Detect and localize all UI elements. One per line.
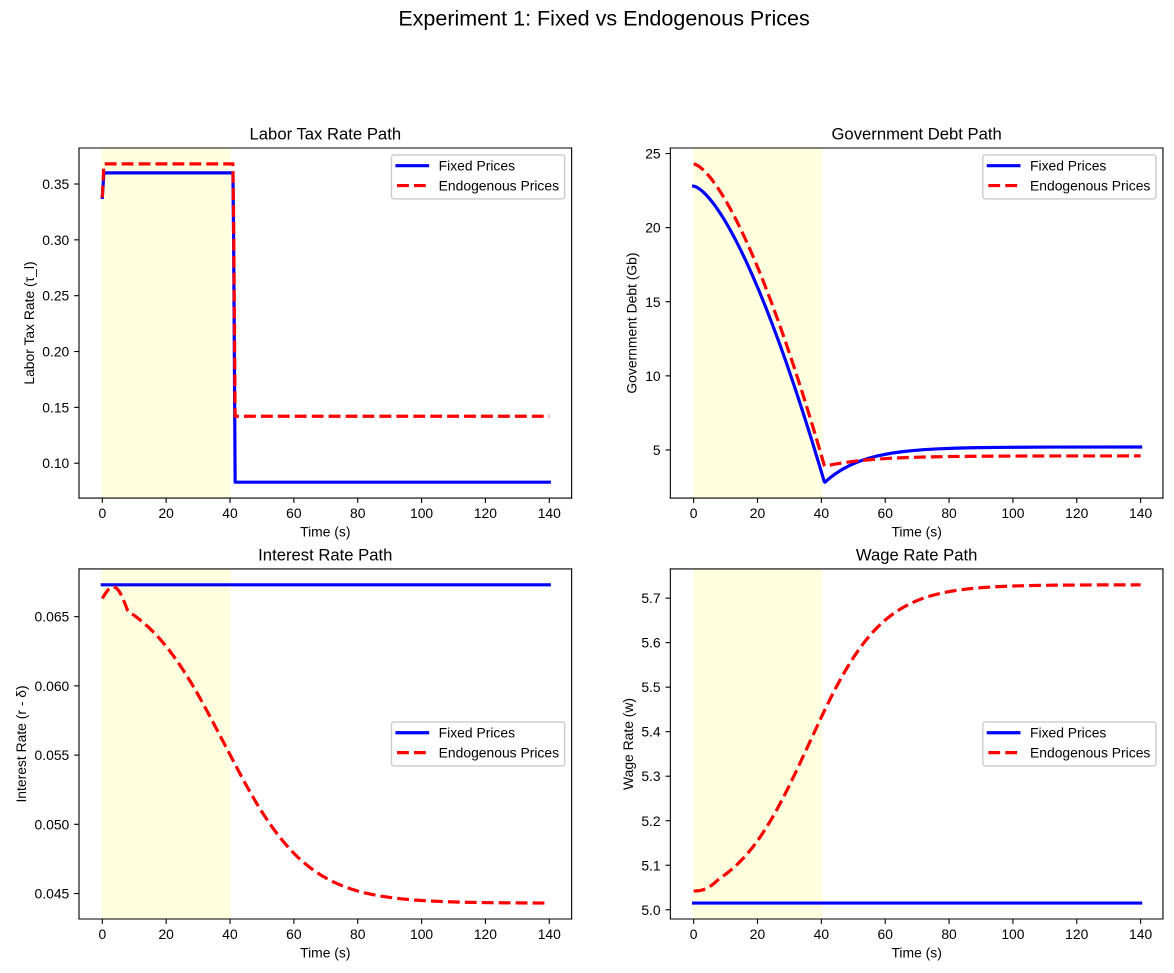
svg-text:120: 120 (474, 505, 497, 521)
svg-text:80: 80 (350, 926, 366, 942)
svg-text:5.3: 5.3 (641, 768, 661, 784)
svg-text:100: 100 (410, 926, 433, 942)
svg-text:Interest Rate (r - δ): Interest Rate (r - δ) (13, 685, 29, 802)
svg-text:15: 15 (645, 294, 661, 310)
svg-text:40: 40 (814, 926, 830, 942)
svg-text:60: 60 (877, 926, 893, 942)
svg-text:5.4: 5.4 (641, 724, 661, 740)
svg-text:10: 10 (645, 368, 661, 384)
svg-text:0.060: 0.060 (35, 678, 70, 694)
svg-text:40: 40 (814, 505, 830, 521)
svg-text:140: 140 (538, 926, 561, 942)
svg-text:5.1: 5.1 (641, 857, 661, 873)
svg-text:Endogenous Prices: Endogenous Prices (1030, 177, 1150, 193)
svg-text:40: 40 (222, 926, 238, 942)
svg-text:0: 0 (98, 926, 106, 942)
svg-text:0.15: 0.15 (42, 399, 69, 415)
svg-text:Fixed Prices: Fixed Prices (439, 158, 515, 174)
svg-text:100: 100 (410, 505, 433, 521)
svg-text:100: 100 (1001, 505, 1024, 521)
svg-text:Time (s): Time (s) (300, 523, 350, 539)
svg-text:80: 80 (941, 926, 957, 942)
svg-text:0.045: 0.045 (35, 886, 70, 902)
svg-text:Experiment 1: Fixed vs Endogen: Experiment 1: Fixed vs Endogenous Prices (398, 6, 809, 30)
svg-text:120: 120 (1065, 505, 1088, 521)
svg-text:Government Debt Path: Government Debt Path (831, 125, 1001, 144)
svg-text:0.050: 0.050 (35, 816, 70, 832)
svg-text:Fixed Prices: Fixed Prices (439, 725, 515, 741)
svg-text:140: 140 (1129, 926, 1152, 942)
svg-text:Endogenous Prices: Endogenous Prices (439, 744, 559, 760)
svg-text:120: 120 (474, 926, 497, 942)
svg-text:0.20: 0.20 (42, 344, 69, 360)
svg-text:0.35: 0.35 (42, 176, 69, 192)
svg-text:0.30: 0.30 (42, 232, 69, 248)
svg-text:60: 60 (286, 926, 302, 942)
svg-text:20: 20 (158, 926, 174, 942)
svg-text:Labor Tax Rate Path: Labor Tax Rate Path (250, 125, 402, 144)
svg-text:0.065: 0.065 (35, 609, 70, 625)
svg-text:5.0: 5.0 (641, 902, 661, 918)
svg-text:5.5: 5.5 (641, 679, 661, 695)
svg-text:Wage Rate (w): Wage Rate (w) (620, 698, 636, 790)
svg-text:Labor Tax Rate (τ_l): Labor Tax Rate (τ_l) (21, 261, 37, 384)
svg-text:0: 0 (690, 505, 698, 521)
svg-text:100: 100 (1001, 926, 1024, 942)
svg-text:80: 80 (350, 505, 366, 521)
svg-text:Endogenous Prices: Endogenous Prices (1030, 744, 1150, 760)
svg-text:20: 20 (645, 220, 661, 236)
svg-text:Time (s): Time (s) (891, 944, 941, 960)
svg-text:Time (s): Time (s) (300, 944, 350, 960)
svg-text:25: 25 (645, 146, 661, 162)
svg-text:Fixed Prices: Fixed Prices (1030, 158, 1106, 174)
svg-text:120: 120 (1065, 926, 1088, 942)
svg-text:20: 20 (750, 505, 766, 521)
svg-text:5.6: 5.6 (641, 635, 661, 651)
svg-text:0: 0 (690, 926, 698, 942)
svg-text:Government Debt (Gb): Government Debt (Gb) (624, 252, 640, 393)
svg-text:20: 20 (158, 505, 174, 521)
svg-text:140: 140 (538, 505, 561, 521)
svg-text:0: 0 (98, 505, 106, 521)
svg-text:40: 40 (222, 505, 238, 521)
svg-text:0.10: 0.10 (42, 455, 69, 471)
svg-text:Fixed Prices: Fixed Prices (1030, 725, 1106, 741)
svg-text:140: 140 (1129, 505, 1152, 521)
svg-text:0.055: 0.055 (35, 747, 70, 763)
svg-text:20: 20 (750, 926, 766, 942)
svg-text:Endogenous Prices: Endogenous Prices (439, 177, 559, 193)
svg-text:Interest Rate Path: Interest Rate Path (258, 546, 392, 565)
svg-text:80: 80 (941, 505, 957, 521)
svg-text:60: 60 (286, 505, 302, 521)
svg-text:60: 60 (877, 505, 893, 521)
svg-text:Wage Rate Path: Wage Rate Path (856, 546, 978, 565)
svg-text:Time (s): Time (s) (891, 523, 941, 539)
svg-text:0.25: 0.25 (42, 288, 69, 304)
svg-text:5.2: 5.2 (641, 813, 661, 829)
svg-text:5.7: 5.7 (641, 590, 661, 606)
svg-text:5: 5 (653, 442, 661, 458)
